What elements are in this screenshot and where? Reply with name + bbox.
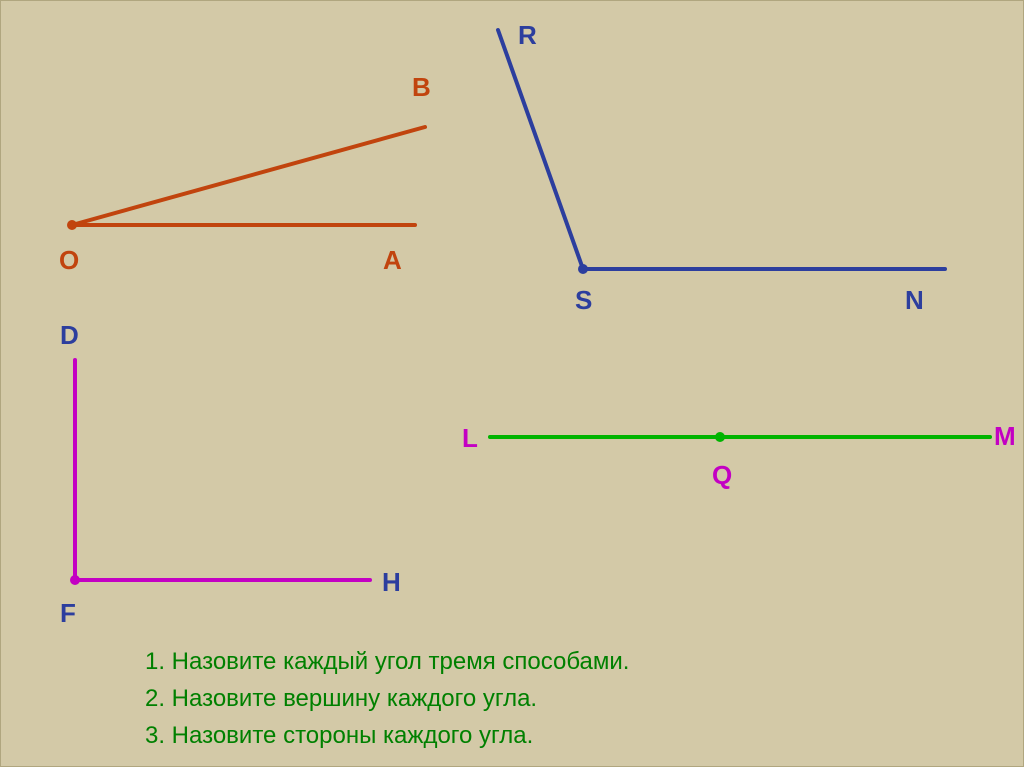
label-R: R: [518, 20, 537, 51]
label-M: M: [994, 421, 1016, 452]
label-vertex-Q: Q: [712, 460, 732, 491]
angle-Q-vertex-dot: [715, 432, 725, 442]
diagram-canvas: O A B S N R F H D Q L M 1. Назовите каждый угол трем…: [0, 0, 1024, 767]
label-vertex-O: O: [59, 245, 79, 276]
label-H: H: [382, 567, 401, 598]
label-vertex-F: F: [60, 598, 76, 629]
label-L: L: [462, 423, 478, 454]
angle-S-ray-2: [498, 30, 583, 269]
angle-S-vertex-dot: [578, 264, 588, 274]
label-A: A: [383, 245, 402, 276]
question-1: 1. Назовите каждый угол тремя способами.: [145, 648, 629, 676]
label-B: B: [412, 72, 431, 103]
angle-F-vertex-dot: [70, 575, 80, 585]
question-3: 3. Назовите стороны каждого угла.: [145, 722, 533, 750]
label-vertex-S: S: [575, 285, 592, 316]
angle-O-ray-2: [72, 127, 425, 225]
angle-O-vertex-dot: [67, 220, 77, 230]
label-N: N: [905, 285, 924, 316]
question-2: 2. Назовите вершину каждого угла.: [145, 685, 537, 713]
label-D: D: [60, 320, 79, 351]
